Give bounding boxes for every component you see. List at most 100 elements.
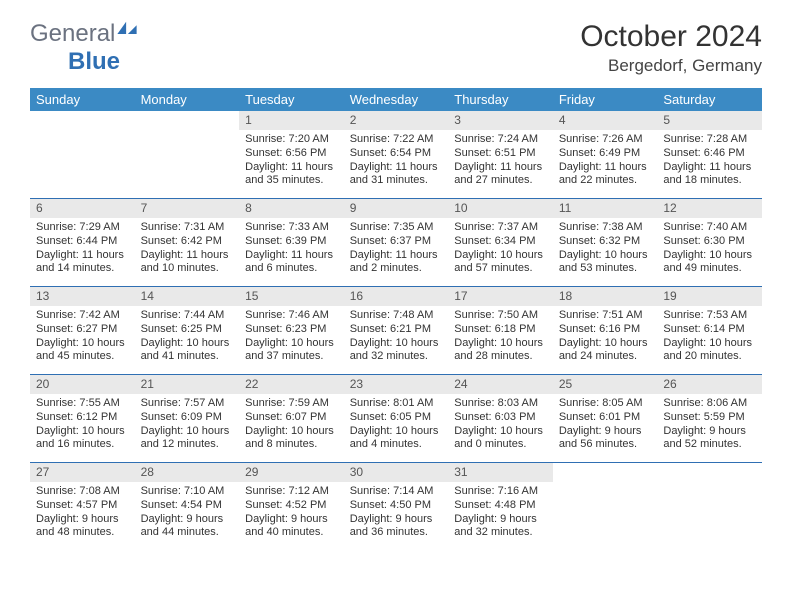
calendar-day: 17Sunrise: 7:50 AMSunset: 6:18 PMDayligh… — [448, 287, 553, 375]
calendar-header-row: SundayMondayTuesdayWednesdayThursdayFrid… — [30, 88, 762, 111]
day-body: Sunrise: 8:03 AMSunset: 6:03 PMDaylight:… — [448, 394, 553, 462]
daylight-text: Daylight: 9 hours and 32 minutes. — [454, 513, 547, 541]
calendar-day: 1Sunrise: 7:20 AMSunset: 6:56 PMDaylight… — [239, 111, 344, 199]
day-body: Sunrise: 7:42 AMSunset: 6:27 PMDaylight:… — [30, 306, 135, 374]
calendar-body: 1Sunrise: 7:20 AMSunset: 6:56 PMDaylight… — [30, 111, 762, 550]
logo: GeneralBlue — [30, 20, 137, 76]
daylight-text: Daylight: 10 hours and 37 minutes. — [245, 337, 338, 365]
sunrise-text: Sunrise: 7:57 AM — [141, 397, 234, 411]
sunset-text: Sunset: 6:54 PM — [350, 147, 443, 161]
sunrise-text: Sunrise: 7:31 AM — [141, 221, 234, 235]
day-number: 13 — [30, 287, 135, 306]
daylight-text: Daylight: 9 hours and 36 minutes. — [350, 513, 443, 541]
calendar-week: 1Sunrise: 7:20 AMSunset: 6:56 PMDaylight… — [30, 111, 762, 199]
calendar-day: 8Sunrise: 7:33 AMSunset: 6:39 PMDaylight… — [239, 199, 344, 287]
day-number: 24 — [448, 375, 553, 394]
sunset-text: Sunset: 6:14 PM — [663, 323, 756, 337]
sunset-text: Sunset: 6:18 PM — [454, 323, 547, 337]
day-body: Sunrise: 7:40 AMSunset: 6:30 PMDaylight:… — [657, 218, 762, 286]
weekday-header: Sunday — [30, 88, 135, 111]
day-number: 1 — [239, 111, 344, 130]
daylight-text: Daylight: 10 hours and 45 minutes. — [36, 337, 129, 365]
sail-icon — [117, 20, 137, 39]
calendar-day: 30Sunrise: 7:14 AMSunset: 4:50 PMDayligh… — [344, 463, 449, 551]
sunset-text: Sunset: 6:56 PM — [245, 147, 338, 161]
day-body: Sunrise: 7:51 AMSunset: 6:16 PMDaylight:… — [553, 306, 658, 374]
daylight-text: Daylight: 10 hours and 41 minutes. — [141, 337, 234, 365]
weekday-header: Thursday — [448, 88, 553, 111]
calendar-day: 25Sunrise: 8:05 AMSunset: 6:01 PMDayligh… — [553, 375, 658, 463]
weekday-header: Saturday — [657, 88, 762, 111]
logo-inner: GeneralBlue — [30, 20, 137, 76]
sunrise-text: Sunrise: 7:33 AM — [245, 221, 338, 235]
daylight-text: Daylight: 10 hours and 12 minutes. — [141, 425, 234, 453]
day-number: 31 — [448, 463, 553, 482]
calendar-day: 13Sunrise: 7:42 AMSunset: 6:27 PMDayligh… — [30, 287, 135, 375]
day-number: 26 — [657, 375, 762, 394]
calendar-empty — [657, 463, 762, 551]
sunrise-text: Sunrise: 7:29 AM — [36, 221, 129, 235]
logo-text-general: General — [30, 20, 115, 47]
calendar-day: 16Sunrise: 7:48 AMSunset: 6:21 PMDayligh… — [344, 287, 449, 375]
calendar-day: 27Sunrise: 7:08 AMSunset: 4:57 PMDayligh… — [30, 463, 135, 551]
day-number: 7 — [135, 199, 240, 218]
logo-text-blue: Blue — [68, 48, 120, 75]
day-body: Sunrise: 7:53 AMSunset: 6:14 PMDaylight:… — [657, 306, 762, 374]
calendar-day: 14Sunrise: 7:44 AMSunset: 6:25 PMDayligh… — [135, 287, 240, 375]
daylight-text: Daylight: 10 hours and 49 minutes. — [663, 249, 756, 277]
day-body: Sunrise: 7:28 AMSunset: 6:46 PMDaylight:… — [657, 130, 762, 198]
sunrise-text: Sunrise: 7:22 AM — [350, 133, 443, 147]
calendar-day: 28Sunrise: 7:10 AMSunset: 4:54 PMDayligh… — [135, 463, 240, 551]
sunset-text: Sunset: 6:21 PM — [350, 323, 443, 337]
sunset-text: Sunset: 6:25 PM — [141, 323, 234, 337]
day-body: Sunrise: 7:37 AMSunset: 6:34 PMDaylight:… — [448, 218, 553, 286]
calendar-day: 3Sunrise: 7:24 AMSunset: 6:51 PMDaylight… — [448, 111, 553, 199]
calendar-day: 18Sunrise: 7:51 AMSunset: 6:16 PMDayligh… — [553, 287, 658, 375]
weekday-header: Friday — [553, 88, 658, 111]
day-number: 4 — [553, 111, 658, 130]
day-number: 14 — [135, 287, 240, 306]
daylight-text: Daylight: 9 hours and 40 minutes. — [245, 513, 338, 541]
calendar-day: 20Sunrise: 7:55 AMSunset: 6:12 PMDayligh… — [30, 375, 135, 463]
calendar-day: 6Sunrise: 7:29 AMSunset: 6:44 PMDaylight… — [30, 199, 135, 287]
calendar-day: 21Sunrise: 7:57 AMSunset: 6:09 PMDayligh… — [135, 375, 240, 463]
sunrise-text: Sunrise: 7:35 AM — [350, 221, 443, 235]
sunset-text: Sunset: 4:50 PM — [350, 499, 443, 513]
day-body: Sunrise: 7:12 AMSunset: 4:52 PMDaylight:… — [239, 482, 344, 550]
day-body: Sunrise: 7:10 AMSunset: 4:54 PMDaylight:… — [135, 482, 240, 550]
daylight-text: Daylight: 11 hours and 31 minutes. — [350, 161, 443, 189]
sunrise-text: Sunrise: 8:06 AM — [663, 397, 756, 411]
calendar-day: 9Sunrise: 7:35 AMSunset: 6:37 PMDaylight… — [344, 199, 449, 287]
day-number: 28 — [135, 463, 240, 482]
day-number: 30 — [344, 463, 449, 482]
daylight-text: Daylight: 9 hours and 48 minutes. — [36, 513, 129, 541]
calendar-day: 31Sunrise: 7:16 AMSunset: 4:48 PMDayligh… — [448, 463, 553, 551]
sunrise-text: Sunrise: 7:38 AM — [559, 221, 652, 235]
daylight-text: Daylight: 11 hours and 27 minutes. — [454, 161, 547, 189]
day-number: 9 — [344, 199, 449, 218]
calendar-week: 20Sunrise: 7:55 AMSunset: 6:12 PMDayligh… — [30, 375, 762, 463]
daylight-text: Daylight: 10 hours and 4 minutes. — [350, 425, 443, 453]
calendar-day: 10Sunrise: 7:37 AMSunset: 6:34 PMDayligh… — [448, 199, 553, 287]
sunset-text: Sunset: 5:59 PM — [663, 411, 756, 425]
sunset-text: Sunset: 6:37 PM — [350, 235, 443, 249]
sunset-text: Sunset: 6:49 PM — [559, 147, 652, 161]
day-body: Sunrise: 7:44 AMSunset: 6:25 PMDaylight:… — [135, 306, 240, 374]
day-body: Sunrise: 7:35 AMSunset: 6:37 PMDaylight:… — [344, 218, 449, 286]
day-number: 23 — [344, 375, 449, 394]
day-number: 25 — [553, 375, 658, 394]
day-number: 2 — [344, 111, 449, 130]
sunset-text: Sunset: 6:16 PM — [559, 323, 652, 337]
calendar-day: 7Sunrise: 7:31 AMSunset: 6:42 PMDaylight… — [135, 199, 240, 287]
calendar-day: 19Sunrise: 7:53 AMSunset: 6:14 PMDayligh… — [657, 287, 762, 375]
daylight-text: Daylight: 10 hours and 24 minutes. — [559, 337, 652, 365]
day-number: 21 — [135, 375, 240, 394]
day-body: Sunrise: 7:16 AMSunset: 4:48 PMDaylight:… — [448, 482, 553, 550]
calendar-week: 6Sunrise: 7:29 AMSunset: 6:44 PMDaylight… — [30, 199, 762, 287]
daylight-text: Daylight: 10 hours and 32 minutes. — [350, 337, 443, 365]
calendar-day: 4Sunrise: 7:26 AMSunset: 6:49 PMDaylight… — [553, 111, 658, 199]
day-number: 8 — [239, 199, 344, 218]
sunrise-text: Sunrise: 7:53 AM — [663, 309, 756, 323]
calendar-day: 15Sunrise: 7:46 AMSunset: 6:23 PMDayligh… — [239, 287, 344, 375]
sunrise-text: Sunrise: 7:48 AM — [350, 309, 443, 323]
